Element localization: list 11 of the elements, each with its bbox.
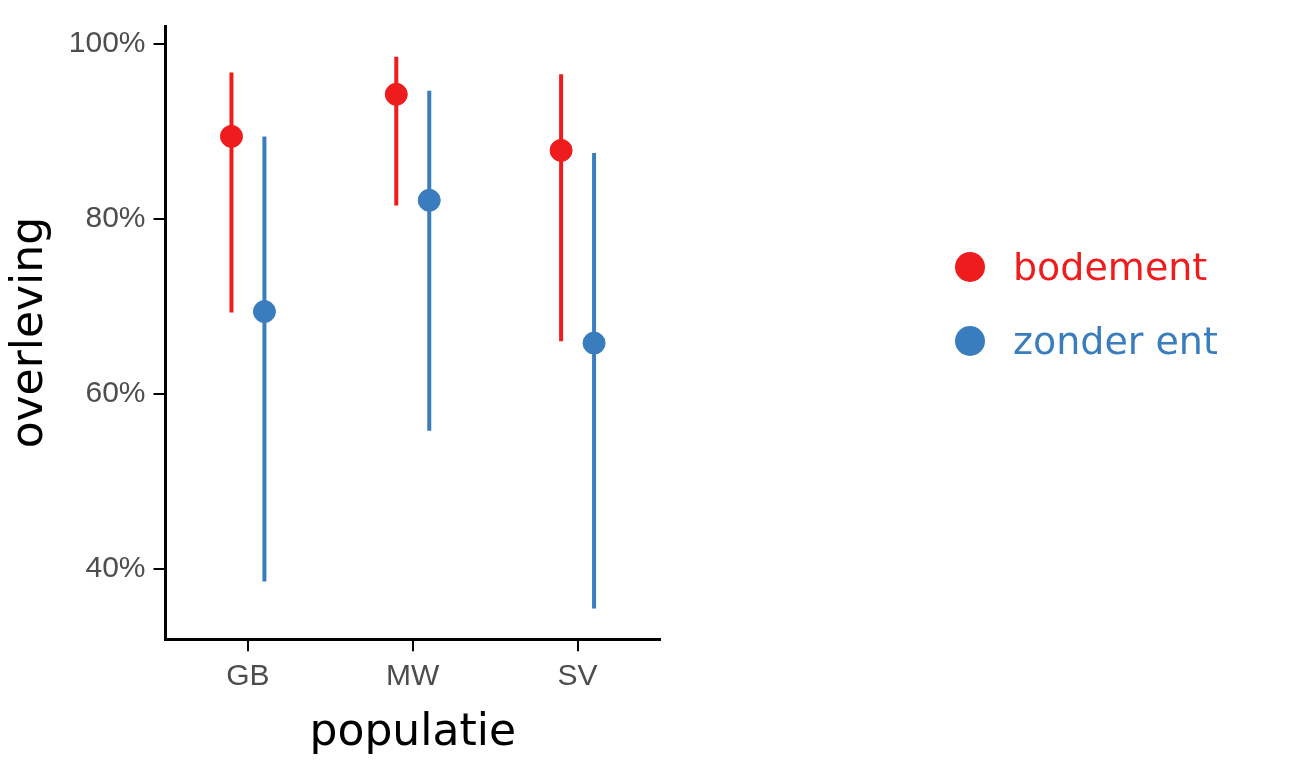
y-axis-title: overleving <box>0 216 52 449</box>
y-tick-label: 60% <box>85 375 146 409</box>
x-tick-label: SV <box>557 658 598 692</box>
x-axis-title: populatie <box>309 704 516 756</box>
legend-label: zonder ent <box>1013 319 1218 363</box>
y-tick-label: 40% <box>85 550 146 584</box>
x-tick-label: MW <box>386 658 441 692</box>
y-tick-label: 100% <box>68 24 146 58</box>
legend-label: bodement <box>1013 245 1208 289</box>
x-tick-label: GB <box>226 658 270 692</box>
y-tick-label: 80% <box>85 199 146 233</box>
